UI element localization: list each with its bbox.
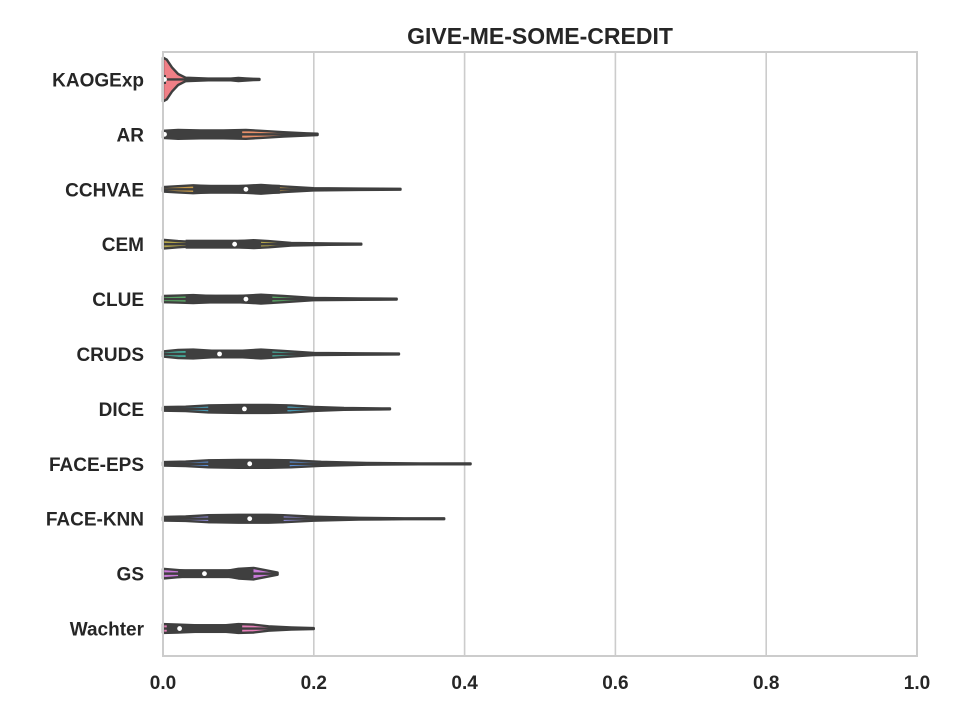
y-tick-label: FACE-EPS bbox=[49, 455, 144, 476]
x-tick-label: 0.0 bbox=[150, 673, 176, 694]
violin-median-marker bbox=[177, 626, 182, 631]
violin-iqr-box bbox=[208, 404, 288, 414]
violin-dice bbox=[161, 403, 392, 415]
plot-frame bbox=[162, 51, 918, 657]
y-tick-label: CRUDS bbox=[76, 345, 144, 366]
x-tick-label: 1.0 bbox=[904, 673, 930, 694]
violin-clue bbox=[161, 293, 398, 305]
violin-ar bbox=[161, 128, 319, 140]
violin-median-marker bbox=[247, 516, 253, 522]
x-tick-label: 0.4 bbox=[451, 673, 478, 694]
violin-iqr-box bbox=[178, 569, 254, 579]
violin-iqr-box bbox=[185, 239, 262, 249]
violin-median-marker bbox=[247, 461, 253, 467]
y-tick-label: Wachter bbox=[70, 620, 145, 641]
chart-title: GIVE-ME-SOME-CREDIT bbox=[407, 23, 673, 49]
y-tick-label: GS bbox=[117, 565, 144, 586]
y-tick-labels: KAOGExp AR CCHVAE CEM CLUE CRUDS DICE FACE-EPS F… bbox=[46, 70, 145, 640]
violin-median-marker bbox=[232, 241, 238, 247]
x-tick-label: 0.2 bbox=[301, 673, 327, 694]
violin-median-marker bbox=[217, 351, 222, 357]
violin-iqr-box bbox=[193, 184, 280, 194]
violin-iqr-box bbox=[208, 514, 284, 524]
x-tick-label: 0.6 bbox=[602, 673, 628, 694]
violin-iqr-box bbox=[166, 624, 243, 634]
y-tick-label: AR bbox=[117, 125, 145, 146]
violin-iqr-box bbox=[185, 349, 273, 359]
y-tick-label: KAOGExp bbox=[52, 70, 144, 91]
violin-cchvae bbox=[161, 183, 402, 195]
violin-wachter bbox=[161, 622, 315, 635]
violin-face-knn bbox=[161, 513, 446, 524]
violin-median-marker bbox=[243, 296, 249, 302]
violin-iqr-box bbox=[163, 129, 243, 139]
violin-cruds bbox=[161, 348, 401, 360]
violin-kaogexp bbox=[161, 56, 261, 103]
violin-iqr-box bbox=[185, 294, 273, 304]
x-tick-label: 0.8 bbox=[753, 673, 779, 694]
violin-gs bbox=[161, 566, 279, 581]
violin-median-marker bbox=[243, 186, 249, 192]
violin-median-marker bbox=[242, 406, 247, 412]
violin-cem bbox=[161, 238, 363, 250]
y-tick-label: CCHVAE bbox=[65, 180, 144, 201]
y-tick-label: CLUE bbox=[92, 290, 144, 311]
x-tick-labels: 0.0 0.2 0.4 0.6 0.8 1.0 bbox=[150, 673, 930, 694]
violin-layer bbox=[161, 56, 472, 635]
y-tick-label: DICE bbox=[99, 400, 144, 421]
y-tick-label: FACE-KNN bbox=[46, 510, 144, 531]
violin-face-eps bbox=[161, 458, 472, 469]
y-tick-label: CEM bbox=[102, 235, 144, 256]
violin-median-marker bbox=[202, 571, 207, 577]
